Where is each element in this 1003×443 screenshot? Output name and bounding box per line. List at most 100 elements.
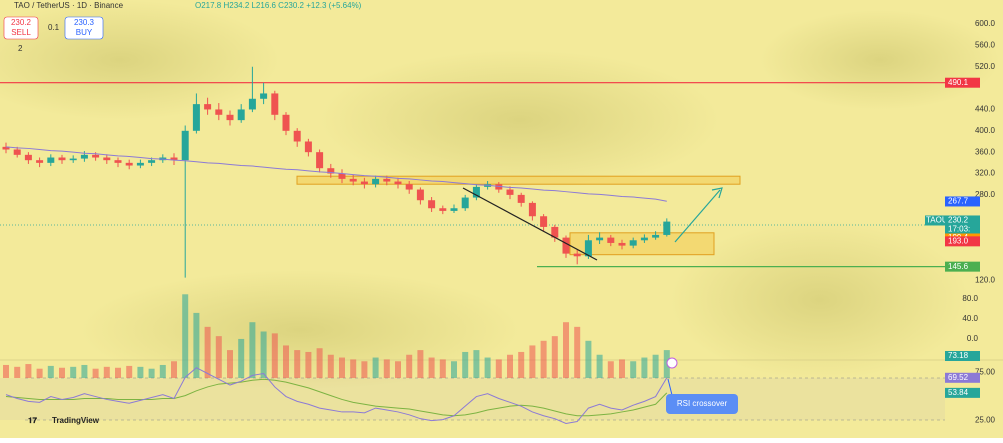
y-tick-label: 400.0 — [975, 126, 996, 135]
candle-body — [360, 181, 368, 185]
ohlc-summary: O217.8 H234.2 L216.6 C230.2 +12.3 (+5.64… — [195, 1, 362, 10]
volume-bar — [417, 350, 424, 378]
volume-bar — [14, 366, 21, 378]
candle-body — [293, 130, 301, 142]
sell-button[interactable] — [3, 16, 39, 40]
candle-body — [58, 157, 66, 161]
candle-body — [573, 253, 581, 257]
trend-line — [462, 187, 598, 261]
candle-body — [192, 104, 200, 131]
candle-body — [618, 242, 626, 246]
volume-bar — [585, 340, 592, 378]
candle-body — [383, 178, 391, 182]
candle-body — [24, 154, 32, 161]
candle-body — [170, 157, 178, 161]
osc-tick-label: 0.0 — [967, 334, 979, 343]
candle-body — [416, 189, 424, 201]
candle-body — [125, 162, 133, 166]
volume-bar — [103, 366, 110, 378]
candle-body — [607, 237, 615, 243]
candle-body — [2, 146, 10, 150]
volume-bar — [462, 351, 469, 378]
candle-body — [136, 162, 144, 166]
candle-body — [338, 173, 346, 179]
candle-body — [596, 237, 604, 241]
candle-body — [114, 160, 122, 163]
y-tick-label: 600.0 — [975, 19, 996, 28]
candle-body — [405, 184, 413, 190]
indicator-count: 2 — [18, 44, 23, 53]
volume-bar — [204, 326, 211, 378]
sell-price: 230.2 — [11, 18, 32, 27]
volume-bar — [596, 354, 603, 378]
last-symbol: TAOUSDT — [926, 216, 964, 225]
brand-logo: 𝟏𝟕 — [28, 416, 37, 425]
candle-body — [181, 130, 189, 161]
candle-body — [439, 208, 447, 211]
callout-pointer — [667, 378, 673, 396]
volume-bar — [551, 336, 558, 378]
volume-bar — [159, 364, 166, 378]
y-tick-label: 120.0 — [975, 275, 996, 284]
arrow-head — [711, 187, 723, 199]
volume-bar — [171, 361, 177, 378]
volume-bar — [495, 359, 502, 378]
candle-body — [282, 114, 290, 131]
price-tag-bg — [945, 261, 980, 272]
last-symbol-bg — [925, 215, 945, 226]
volume-bar — [540, 340, 547, 378]
candle-body — [584, 240, 592, 257]
volume-bar — [81, 364, 88, 378]
volume-bar — [395, 361, 401, 378]
y-tick-label: 520.0 — [975, 62, 996, 71]
volume-bar — [227, 350, 233, 378]
volume-bar — [47, 365, 54, 378]
volume-bar — [451, 361, 457, 378]
volume-bar — [630, 361, 637, 378]
title: TAO / TetherUS · 1D · Binance — [14, 1, 124, 10]
volume-bar — [148, 368, 155, 378]
volume-bar — [215, 336, 222, 378]
rsi-ma — [5, 378, 668, 417]
rsi-tag: 69.52 — [948, 373, 969, 382]
price-tag-bg — [945, 196, 980, 207]
volume-bar — [3, 364, 9, 378]
candle-body — [226, 114, 234, 121]
rsi-line — [5, 367, 668, 424]
last-tag-bg — [945, 215, 980, 234]
candle-body — [92, 154, 100, 158]
volume-bar — [249, 322, 256, 378]
candle-body — [472, 186, 480, 198]
buy-label: BUY — [76, 28, 93, 37]
candle-body — [562, 237, 570, 254]
volume-bar — [574, 326, 581, 378]
volume-bar — [529, 345, 536, 378]
volume-bar — [260, 331, 267, 378]
price-tag-bg — [945, 77, 980, 88]
candle-body — [13, 149, 21, 155]
volume-bar — [294, 350, 301, 378]
volume-bar — [36, 368, 43, 378]
volume-tag: 73.18 — [948, 351, 969, 360]
candle-body — [204, 104, 212, 110]
callout-text: RSI crossover — [677, 399, 728, 408]
rsi-tick-label: 75.00 — [975, 368, 996, 377]
alert-icon[interactable] — [666, 357, 678, 369]
volume-bar — [372, 357, 379, 378]
candle-body — [215, 109, 223, 115]
buy-button[interactable] — [64, 16, 104, 40]
volume-bar — [283, 345, 289, 378]
volume-bar — [350, 359, 357, 378]
candle-body — [450, 208, 458, 211]
volume-bar — [619, 359, 625, 378]
volume-bar — [92, 368, 99, 378]
volume-bar — [652, 354, 659, 378]
y-tick-label: 560.0 — [975, 40, 996, 49]
last-price: 230.2 — [948, 216, 969, 225]
price-tag: 145.6 — [948, 262, 969, 271]
volume-bar — [439, 359, 446, 378]
volume-bar — [327, 354, 334, 378]
volume-bar — [70, 366, 77, 378]
candle-body — [248, 98, 256, 110]
